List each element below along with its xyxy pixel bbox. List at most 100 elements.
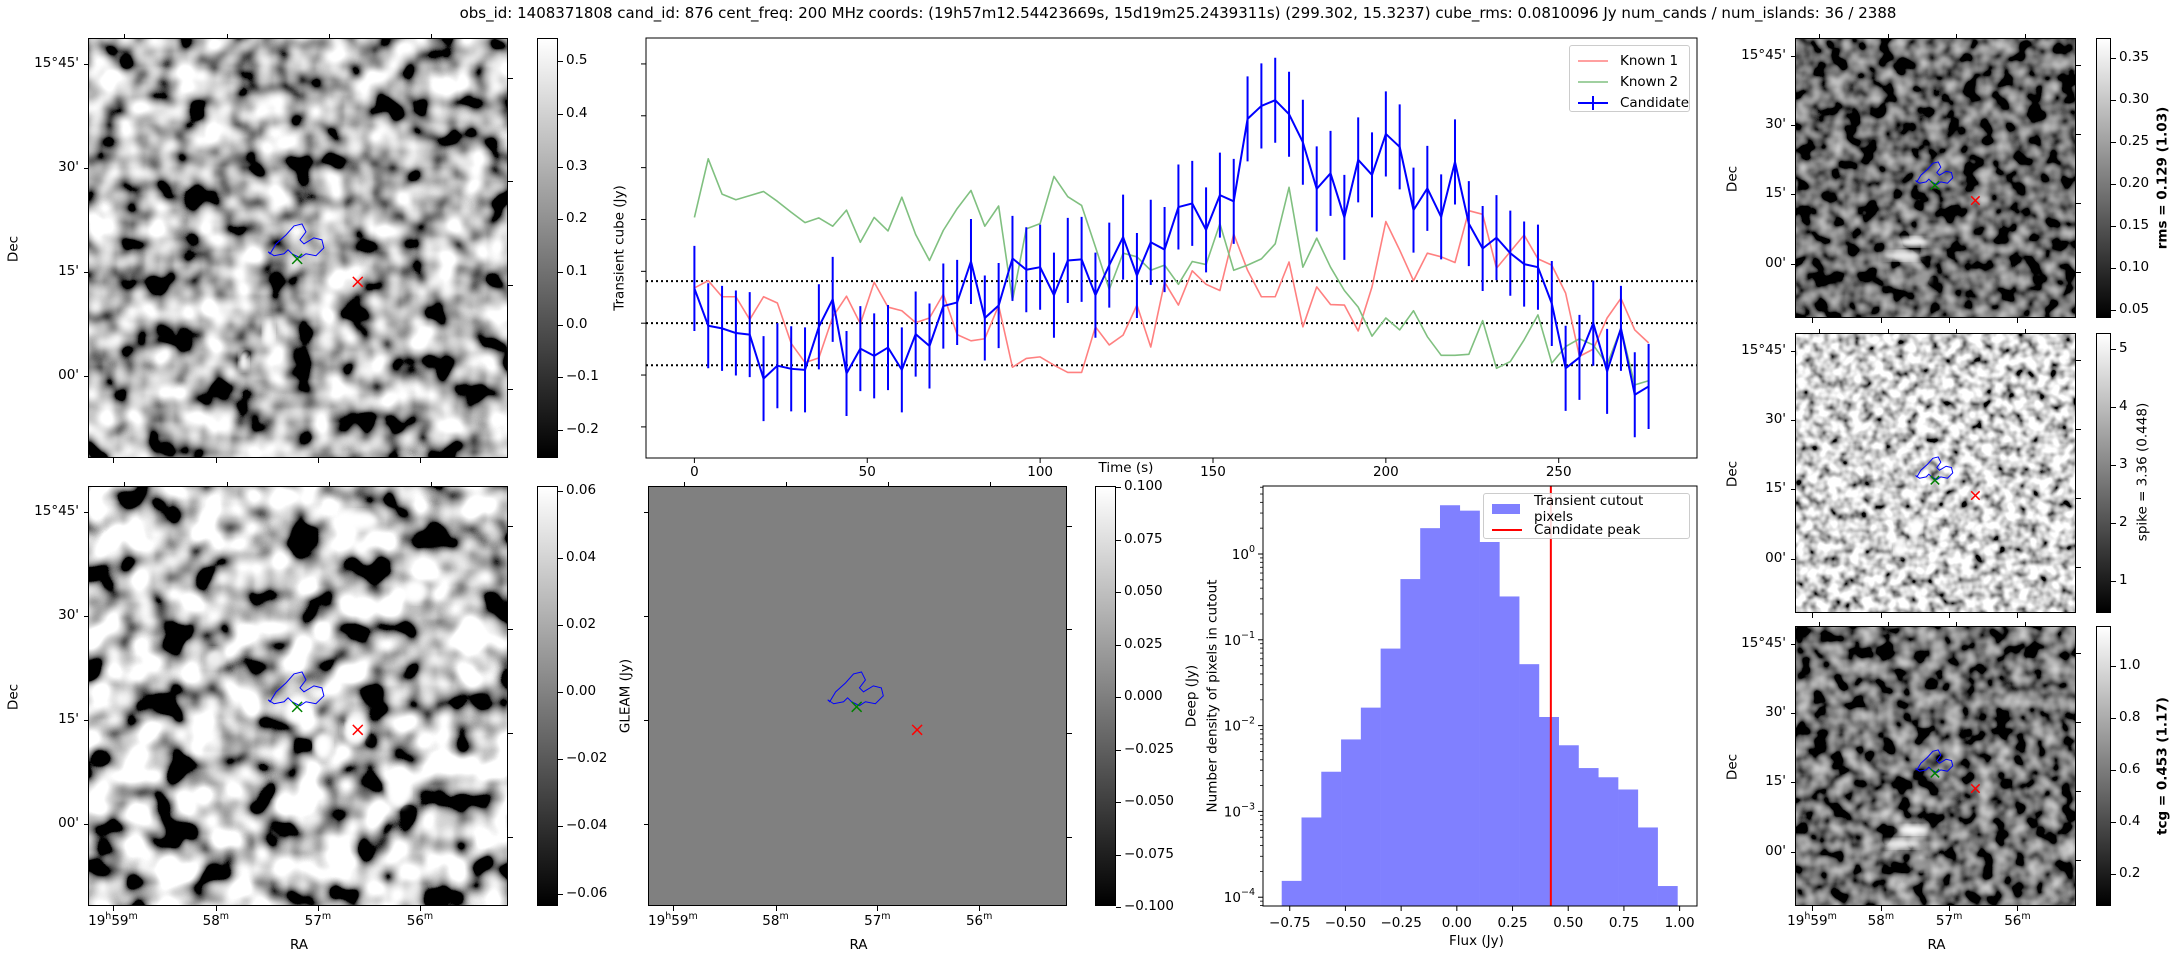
colorbar-tick-label: 0.8 (2119, 708, 2141, 725)
hist-bar (1499, 596, 1520, 906)
colorbar-tick-label: 0.2 (566, 210, 588, 227)
right-tick (508, 78, 513, 80)
red-x-marker (911, 724, 923, 736)
colorbar-tick-label: 0.35 (2119, 49, 2150, 66)
legend-known1: Known 1 (1578, 50, 1681, 71)
green-x-marker (1930, 180, 1940, 190)
colorbar-tick (558, 692, 563, 694)
colorbar-tick (2111, 522, 2116, 524)
green-x-marker (1930, 768, 1940, 778)
dec-tick-label: 00' (58, 366, 79, 383)
deep-image: 19h59m 58m 57m 56m RA (644, 482, 1072, 952)
colorbar-tick (2111, 225, 2116, 227)
colorbar-tick (2111, 267, 2116, 269)
tcg-colorbar-label: tcg = 0.453 (1.17) (2154, 697, 2171, 835)
noise-background (1796, 334, 2075, 612)
ra-tick-label: 58m (202, 912, 229, 929)
ra-label-part: m (219, 911, 230, 922)
colorbar-tick-label: 1 (2119, 571, 2128, 588)
ra-label-part: 56 (965, 913, 984, 929)
legend-known1-label: Known 1 (1620, 52, 1679, 69)
dec-tick (644, 615, 649, 617)
ra-tick (1949, 318, 1951, 323)
known2-line (693, 158, 1649, 386)
legend-candidate-peak: Candidate peak (1492, 519, 1681, 540)
top-tick (2024, 329, 2026, 334)
rms-colorbar-label: rms = 0.129 (1.03) (2154, 106, 2171, 250)
right-tick (1067, 628, 1072, 630)
hist-swatch (1492, 502, 1522, 516)
top-tick (328, 34, 330, 39)
top-tick (328, 482, 330, 487)
colorbar-tick (558, 491, 563, 493)
hist-bar (1538, 716, 1559, 906)
bright-source (334, 510, 379, 531)
dec-tick (84, 615, 89, 617)
dec-axis-label: Dec (1724, 753, 1741, 781)
ra-tick (419, 458, 421, 463)
tcg-image: 15°45' 30' 15' 00' 19h59m 58m 57m 56m Dec RA (1724, 622, 2081, 952)
colorbar-tick-label: 0.2 (2119, 864, 2141, 881)
top-tick (888, 482, 890, 487)
transient-cube-image: 15°45' 30' 15' 00' Dec (5, 34, 513, 463)
right-tick (2076, 653, 2081, 655)
colorbar-tick (2111, 717, 2116, 719)
ra-label-part: 58 (202, 913, 220, 929)
overlay (267, 671, 364, 736)
dec-tick (1791, 712, 1796, 714)
colorbar-tick (2111, 184, 2116, 186)
dec-tick-label: 15' (1765, 480, 1786, 497)
dec-axis-label: Dec (5, 683, 22, 711)
ra-label-part: 57 (304, 913, 322, 929)
ra-label-part: h (105, 911, 112, 922)
dec-tick (84, 512, 89, 514)
right-tick (2076, 860, 2081, 862)
known2-swatch (1578, 75, 1608, 89)
overlay (1915, 161, 1981, 206)
ra-tick (112, 458, 114, 463)
ra-label-part: m (881, 911, 891, 922)
tcg-colorbar: 1.0 0.8 0.6 0.4 0.2 (2096, 626, 2140, 906)
ra-tick (775, 906, 777, 911)
hist-bar (1360, 707, 1381, 906)
ra-label-part: 56 (2004, 913, 2022, 929)
right-tick (1067, 836, 1072, 838)
ra-tick (215, 458, 217, 463)
light-curve-chart: 0 50 100 150 200 250 (641, 37, 1698, 480)
image-pixels (1796, 627, 2075, 905)
colorbar-tick-label: −0.02 (566, 750, 608, 767)
bright-source (314, 733, 333, 760)
hist-bar (1380, 648, 1401, 906)
dec-tick-label: 30' (1765, 410, 1786, 427)
candidate-contour (1915, 161, 1954, 186)
top-tick (990, 482, 992, 487)
dec-tick (84, 823, 89, 825)
hist-y-tick-label: 100 (1232, 544, 1255, 563)
top-tick (123, 34, 125, 39)
spike-colorbar: 5 4 3 2 1 (2096, 333, 2128, 613)
right-tick (1067, 526, 1072, 528)
colorbar-tick (2111, 465, 2116, 466)
peak-swatch (1492, 523, 1522, 537)
hist-y-tick-label: 10−3 (1224, 801, 1255, 820)
right-tick (508, 388, 513, 390)
lc-x-tick-label: 250 (1546, 464, 1572, 480)
hist-y-tick-label: 10−2 (1224, 716, 1255, 735)
ra-tick-label: 57m (1936, 912, 1962, 929)
ra-label-part: m (688, 911, 698, 922)
top-tick (430, 482, 432, 487)
candidate-line (693, 99, 1650, 396)
right-tick (2076, 133, 2081, 135)
ra-label-part: h (665, 911, 672, 922)
dec-axis-label: Dec (5, 235, 22, 263)
colorbar-tick (2111, 580, 2116, 582)
ra-axis-label: RA (849, 937, 868, 953)
top-tick (123, 482, 125, 487)
right-tick (508, 285, 513, 287)
hist-bar (1400, 579, 1421, 906)
colorbar-tick-label: −0.100 (1124, 898, 1174, 914)
colorbar-tick-label: 0.0 (566, 315, 588, 332)
red-x-marker (1970, 195, 1981, 206)
hist-x-tick-label: −0.50 (1325, 915, 1366, 931)
image-pixels (1796, 39, 2075, 317)
